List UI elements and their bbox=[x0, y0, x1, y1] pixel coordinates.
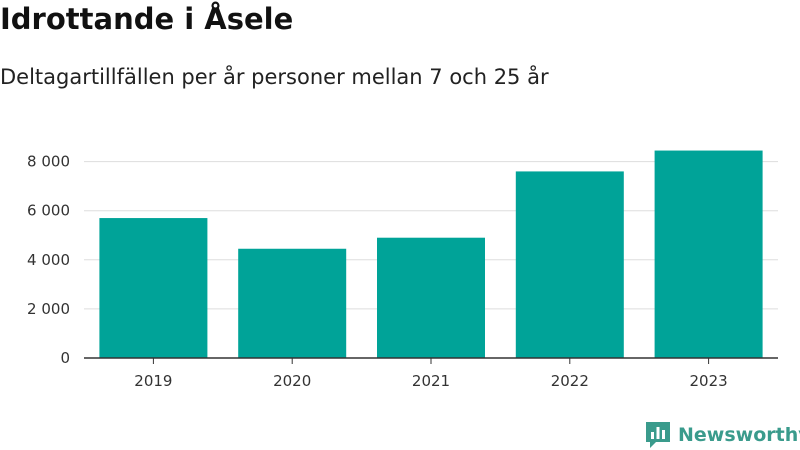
brand-name: Newsworthy bbox=[678, 424, 800, 446]
bar-2019 bbox=[99, 218, 208, 358]
bar-2023 bbox=[654, 150, 763, 358]
x-tick-label: 2020 bbox=[273, 372, 311, 390]
axes: 0 2 000 4 000 6 000 8 000 2019 2020 2021 2022 202… bbox=[27, 153, 778, 390]
y-tick-label: 8 000 bbox=[27, 153, 70, 171]
x-tick-label: 2022 bbox=[551, 372, 589, 390]
y-tick-label: 4 000 bbox=[27, 251, 70, 269]
y-tick-label: 2 000 bbox=[27, 300, 70, 318]
bar-2020 bbox=[238, 248, 347, 358]
bar-2021 bbox=[377, 237, 485, 358]
x-tick-label: 2021 bbox=[412, 372, 450, 390]
newsworthy-brand: Newsworthy bbox=[644, 420, 800, 450]
bar-2022 bbox=[515, 171, 624, 358]
bars bbox=[99, 150, 763, 358]
x-tick-label: 2019 bbox=[134, 372, 172, 390]
chart-title: Idrottande i Åsele bbox=[0, 2, 294, 36]
x-tick-label: 2023 bbox=[690, 372, 728, 390]
chart-subtitle: Deltagartillfällen per år personer mella… bbox=[0, 65, 549, 89]
y-tick-label: 6 000 bbox=[27, 202, 70, 220]
y-tick-label: 0 bbox=[60, 349, 70, 367]
newsworthy-logo-icon bbox=[646, 422, 670, 448]
